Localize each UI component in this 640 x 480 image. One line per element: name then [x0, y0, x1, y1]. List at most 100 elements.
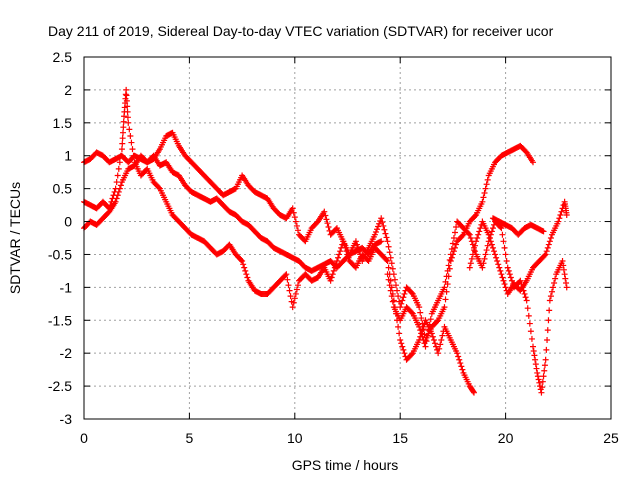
data-point [493, 254, 500, 261]
data-point [378, 215, 385, 222]
x-tick-label: 20 [498, 430, 514, 446]
data-point [558, 208, 565, 215]
data-point [561, 271, 568, 278]
data-point [375, 223, 382, 230]
data-point [530, 159, 537, 166]
data-point [499, 231, 506, 238]
data-point [467, 235, 474, 241]
data-point [439, 332, 446, 339]
data-point [123, 86, 130, 93]
data-point [416, 323, 423, 330]
data-point [376, 220, 383, 227]
data-point [447, 258, 454, 265]
data-point [458, 363, 465, 370]
data-point [522, 294, 529, 301]
data-point [330, 267, 337, 274]
data-point [128, 139, 135, 146]
data-point [523, 297, 530, 304]
data-point [395, 293, 402, 300]
data-point [418, 315, 425, 322]
data-point [283, 271, 290, 278]
data-point [116, 159, 123, 166]
data-point [113, 195, 120, 202]
data-point [391, 276, 398, 283]
data-point [119, 140, 126, 147]
data-point [468, 255, 475, 262]
data-point [383, 256, 390, 263]
data-point [327, 277, 334, 284]
x-tick-label: 15 [392, 430, 408, 446]
data-point [508, 277, 515, 284]
data-point [126, 126, 133, 133]
data-point [491, 248, 498, 255]
data-point [130, 152, 137, 159]
data-point [401, 350, 408, 357]
y-axis: -3 -2.5 -2 -1.5 -1 -0.5 0 0.5 1 1.5 2 2.5 [48, 49, 611, 427]
data-point [545, 241, 552, 248]
data-point [541, 367, 548, 374]
data-point [408, 351, 415, 358]
data-point [325, 224, 332, 231]
data-point [282, 272, 289, 279]
data-point [557, 211, 564, 218]
y-axis-label: SDTVAR / TECUs [7, 182, 23, 294]
data-point [452, 244, 459, 251]
data-point [120, 118, 127, 125]
data-point [290, 299, 297, 306]
data-point [453, 241, 460, 248]
data-point [436, 345, 443, 352]
data-point [489, 225, 496, 232]
data-point [546, 307, 553, 314]
data-point [503, 258, 510, 265]
data-point [124, 108, 131, 115]
data-point [441, 304, 448, 311]
data-point [398, 340, 405, 347]
data-point [482, 251, 489, 258]
data-point [119, 135, 126, 142]
data-point [289, 205, 296, 212]
data-point [532, 361, 539, 368]
data-point [504, 264, 511, 271]
data-point [291, 295, 298, 302]
data-point [495, 261, 502, 268]
data-point [386, 249, 393, 256]
grid-lines [84, 57, 611, 419]
x-tick-label: 25 [603, 430, 619, 446]
data-point [559, 258, 566, 265]
data-point [435, 350, 442, 357]
data-point [531, 352, 538, 359]
y-tick-label: -1.5 [48, 312, 72, 328]
data-point [450, 235, 457, 241]
data-point [244, 274, 251, 281]
data-point [474, 235, 481, 241]
data-point [544, 244, 551, 251]
data-point [479, 264, 486, 271]
data-point [384, 238, 391, 245]
data-point [113, 179, 120, 186]
data-point [117, 182, 124, 189]
data-point [541, 362, 548, 369]
data-point [550, 284, 557, 291]
data-point [395, 323, 402, 330]
data-point [538, 389, 545, 396]
data-point [542, 356, 549, 363]
data-point [371, 231, 378, 238]
data-point [541, 252, 548, 259]
data-point [331, 264, 338, 271]
data-point [517, 277, 524, 284]
data-point [444, 267, 451, 274]
data-point [416, 304, 423, 311]
data-point [384, 258, 391, 265]
data-point [379, 219, 386, 226]
y-tick-label: -2.5 [48, 378, 72, 394]
data-point [117, 152, 124, 159]
data-point [397, 337, 404, 344]
data-point [484, 176, 491, 183]
series-4 [466, 198, 570, 297]
data-point [287, 293, 294, 300]
data-point [385, 264, 392, 271]
data-point [423, 338, 430, 345]
data-point [475, 231, 482, 238]
data-point [447, 251, 454, 258]
data-point [546, 297, 553, 304]
